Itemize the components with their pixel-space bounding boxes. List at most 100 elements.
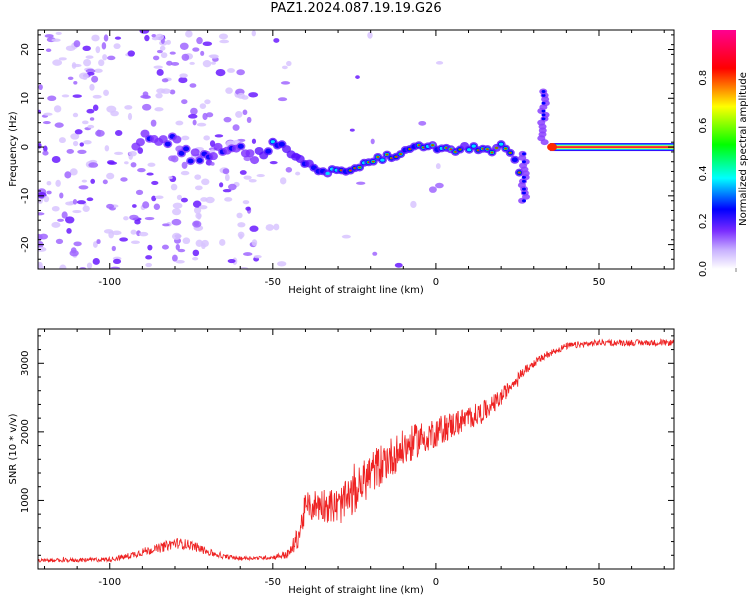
y-tick-label: 1000	[20, 488, 31, 513]
noise-blob	[195, 239, 204, 247]
noise-blob	[114, 129, 123, 137]
noise-blob	[130, 240, 140, 244]
noise-blob	[190, 107, 198, 115]
noise-blob	[181, 99, 188, 105]
noise-blob	[74, 129, 83, 135]
noise-blob	[151, 33, 157, 38]
noise-blob	[239, 170, 247, 175]
streak-core	[521, 160, 526, 164]
noise-blob	[72, 140, 79, 147]
noise-blob	[55, 238, 64, 245]
noise-blob	[205, 112, 214, 118]
noise-blob	[355, 75, 360, 79]
noise-blob	[175, 243, 180, 251]
spectrogram-y-axis-label: Frequency (Hz)	[8, 111, 19, 187]
noise-blob	[120, 177, 128, 182]
noise-blob	[235, 110, 243, 118]
noise-blob	[204, 99, 211, 105]
ridge-hot	[498, 142, 504, 146]
noise-blob	[92, 241, 98, 248]
noise-blob	[38, 261, 43, 268]
noise-blob	[78, 72, 89, 80]
noise-blob	[193, 221, 200, 226]
noise-blob	[128, 150, 137, 157]
y-tick-label: -10	[20, 188, 31, 204]
y-tick-label: 10	[20, 92, 31, 105]
noise-blob	[134, 219, 141, 225]
noise-blob	[123, 216, 129, 221]
noise-blob	[222, 168, 230, 175]
noise-blob	[106, 203, 115, 209]
noise-blob	[81, 179, 88, 183]
noise-blob	[91, 34, 100, 42]
noise-blob	[372, 251, 378, 256]
noise-blob	[78, 185, 89, 190]
noise-blob	[155, 33, 165, 41]
noise-blob	[88, 162, 99, 168]
snr-y-axis-label: SNR (10 * v/v)	[8, 413, 19, 484]
noise-blob	[82, 45, 91, 52]
streak-core	[541, 93, 546, 97]
noise-blob	[246, 116, 252, 123]
noise-blob	[124, 105, 133, 110]
noise-blob	[92, 257, 100, 265]
noise-blob	[132, 204, 137, 208]
noise-blob	[154, 195, 164, 200]
ridge-core	[178, 150, 185, 156]
noise-blob	[281, 65, 288, 70]
noise-blob	[129, 214, 139, 221]
noise-blob	[111, 230, 122, 236]
noise-blob	[59, 264, 67, 269]
noise-blob	[224, 197, 233, 202]
noise-blob	[86, 262, 93, 269]
noise-blob	[147, 162, 156, 167]
noise-blob	[64, 171, 72, 179]
ridge-hot	[270, 140, 276, 144]
noise-blob	[192, 256, 199, 261]
noise-blob	[168, 155, 177, 162]
noise-blob	[86, 108, 95, 114]
colorbar-tick-label: 0.0	[698, 261, 709, 277]
noise-blob	[175, 120, 184, 126]
noise-blob	[341, 234, 351, 239]
noise-blob	[180, 197, 188, 203]
colorbar-tick-label: 0.6	[698, 118, 709, 134]
noise-blob	[273, 223, 280, 231]
noise-blob	[223, 116, 232, 123]
noise-blob	[286, 60, 292, 67]
y-tick-label: 2000	[20, 419, 31, 444]
noise-blob	[237, 231, 245, 239]
noise-blob	[73, 80, 78, 85]
noise-blob	[38, 246, 47, 252]
ridge-peak	[431, 144, 434, 147]
noise-blob	[96, 239, 101, 245]
noise-blob	[55, 31, 62, 36]
noise-blob	[273, 38, 280, 43]
ridge-peak	[372, 160, 375, 163]
noise-blob	[73, 40, 81, 48]
noise-blob	[87, 124, 95, 129]
noise-blob	[182, 237, 191, 245]
noise-blob	[145, 255, 153, 260]
x-tick-label: 0	[433, 277, 439, 288]
noise-blob	[102, 179, 108, 185]
noise-blob	[219, 182, 224, 188]
noise-blob	[51, 205, 60, 212]
streak-core	[541, 113, 546, 117]
noise-blob	[46, 180, 52, 186]
noise-blob	[156, 49, 163, 54]
noise-blob	[232, 124, 240, 131]
noise-blob	[138, 231, 149, 237]
noise-blob	[214, 134, 224, 138]
noise-blob	[256, 174, 265, 178]
ridge-core	[196, 157, 203, 163]
noise-blob	[130, 229, 137, 235]
noise-blob	[161, 88, 171, 94]
ridge-core	[265, 148, 272, 154]
noise-blob	[112, 258, 122, 265]
snr-panel: -100 -50 0 50 1000 2000 3000 Height of straigh…	[8, 328, 675, 596]
noise-blob	[151, 180, 159, 186]
noise-blob	[227, 68, 235, 73]
colorbar-label: Normalized spectral amplitude	[738, 72, 749, 226]
